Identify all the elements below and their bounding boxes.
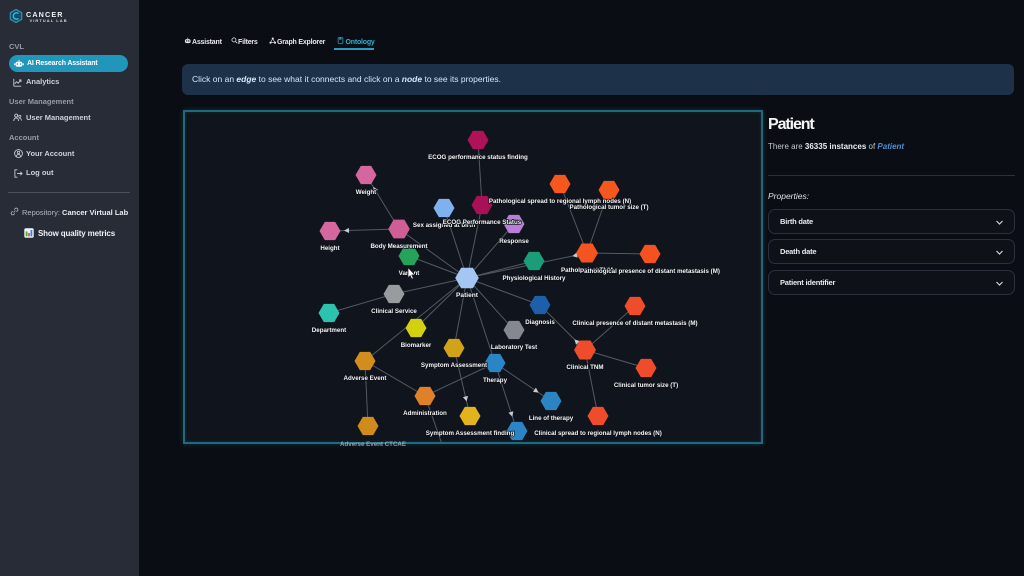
svg-text:Pathological presence of dista: Pathological presence of distant metasta… — [580, 268, 720, 275]
svg-text:Response: Response — [499, 238, 529, 245]
svg-text:Diagnosis: Diagnosis — [525, 319, 555, 326]
svg-text:Symptom Assessment finding: Symptom Assessment finding — [426, 430, 515, 437]
svg-text:Administration: Administration — [403, 410, 447, 417]
svg-text:Clinical tumor size (T): Clinical tumor size (T) — [614, 382, 678, 389]
svg-text:ECOG performance status findin: ECOG performance status finding — [428, 154, 528, 161]
svg-text:Line of therapy: Line of therapy — [529, 415, 574, 422]
svg-text:Symptom Assessment: Symptom Assessment — [421, 362, 487, 369]
svg-text:Laboratory Test: Laboratory Test — [491, 344, 537, 351]
svg-text:Clinical spread to regional ly: Clinical spread to regional lymph nodes … — [534, 430, 662, 437]
svg-text:Clinical TNM: Clinical TNM — [566, 364, 603, 371]
svg-text:ECOG Performance Status: ECOG Performance Status — [443, 219, 522, 226]
svg-text:Clinical presence of distant m: Clinical presence of distant metastasis … — [572, 320, 697, 327]
svg-text:Pathological spread to regiona: Pathological spread to regional lymph no… — [489, 198, 631, 205]
svg-text:Body Measurement: Body Measurement — [370, 243, 427, 250]
svg-text:Physiological History: Physiological History — [503, 275, 566, 282]
svg-text:Pathological TNM: Pathological TNM — [561, 267, 613, 274]
svg-text:Patient: Patient — [456, 292, 479, 299]
svg-text:Clinical Service: Clinical Service — [371, 308, 417, 315]
svg-text:Adverse Event: Adverse Event — [344, 375, 387, 382]
svg-text:Weight: Weight — [356, 189, 377, 196]
svg-text:Therapy: Therapy — [483, 377, 508, 384]
svg-text:Department: Department — [312, 327, 346, 334]
svg-text:Pathological tumor size (T): Pathological tumor size (T) — [569, 204, 648, 211]
svg-text:Biomarker: Biomarker — [401, 342, 432, 349]
svg-text:Height: Height — [320, 245, 339, 252]
svg-text:Sex assigned at birth: Sex assigned at birth — [413, 222, 475, 229]
